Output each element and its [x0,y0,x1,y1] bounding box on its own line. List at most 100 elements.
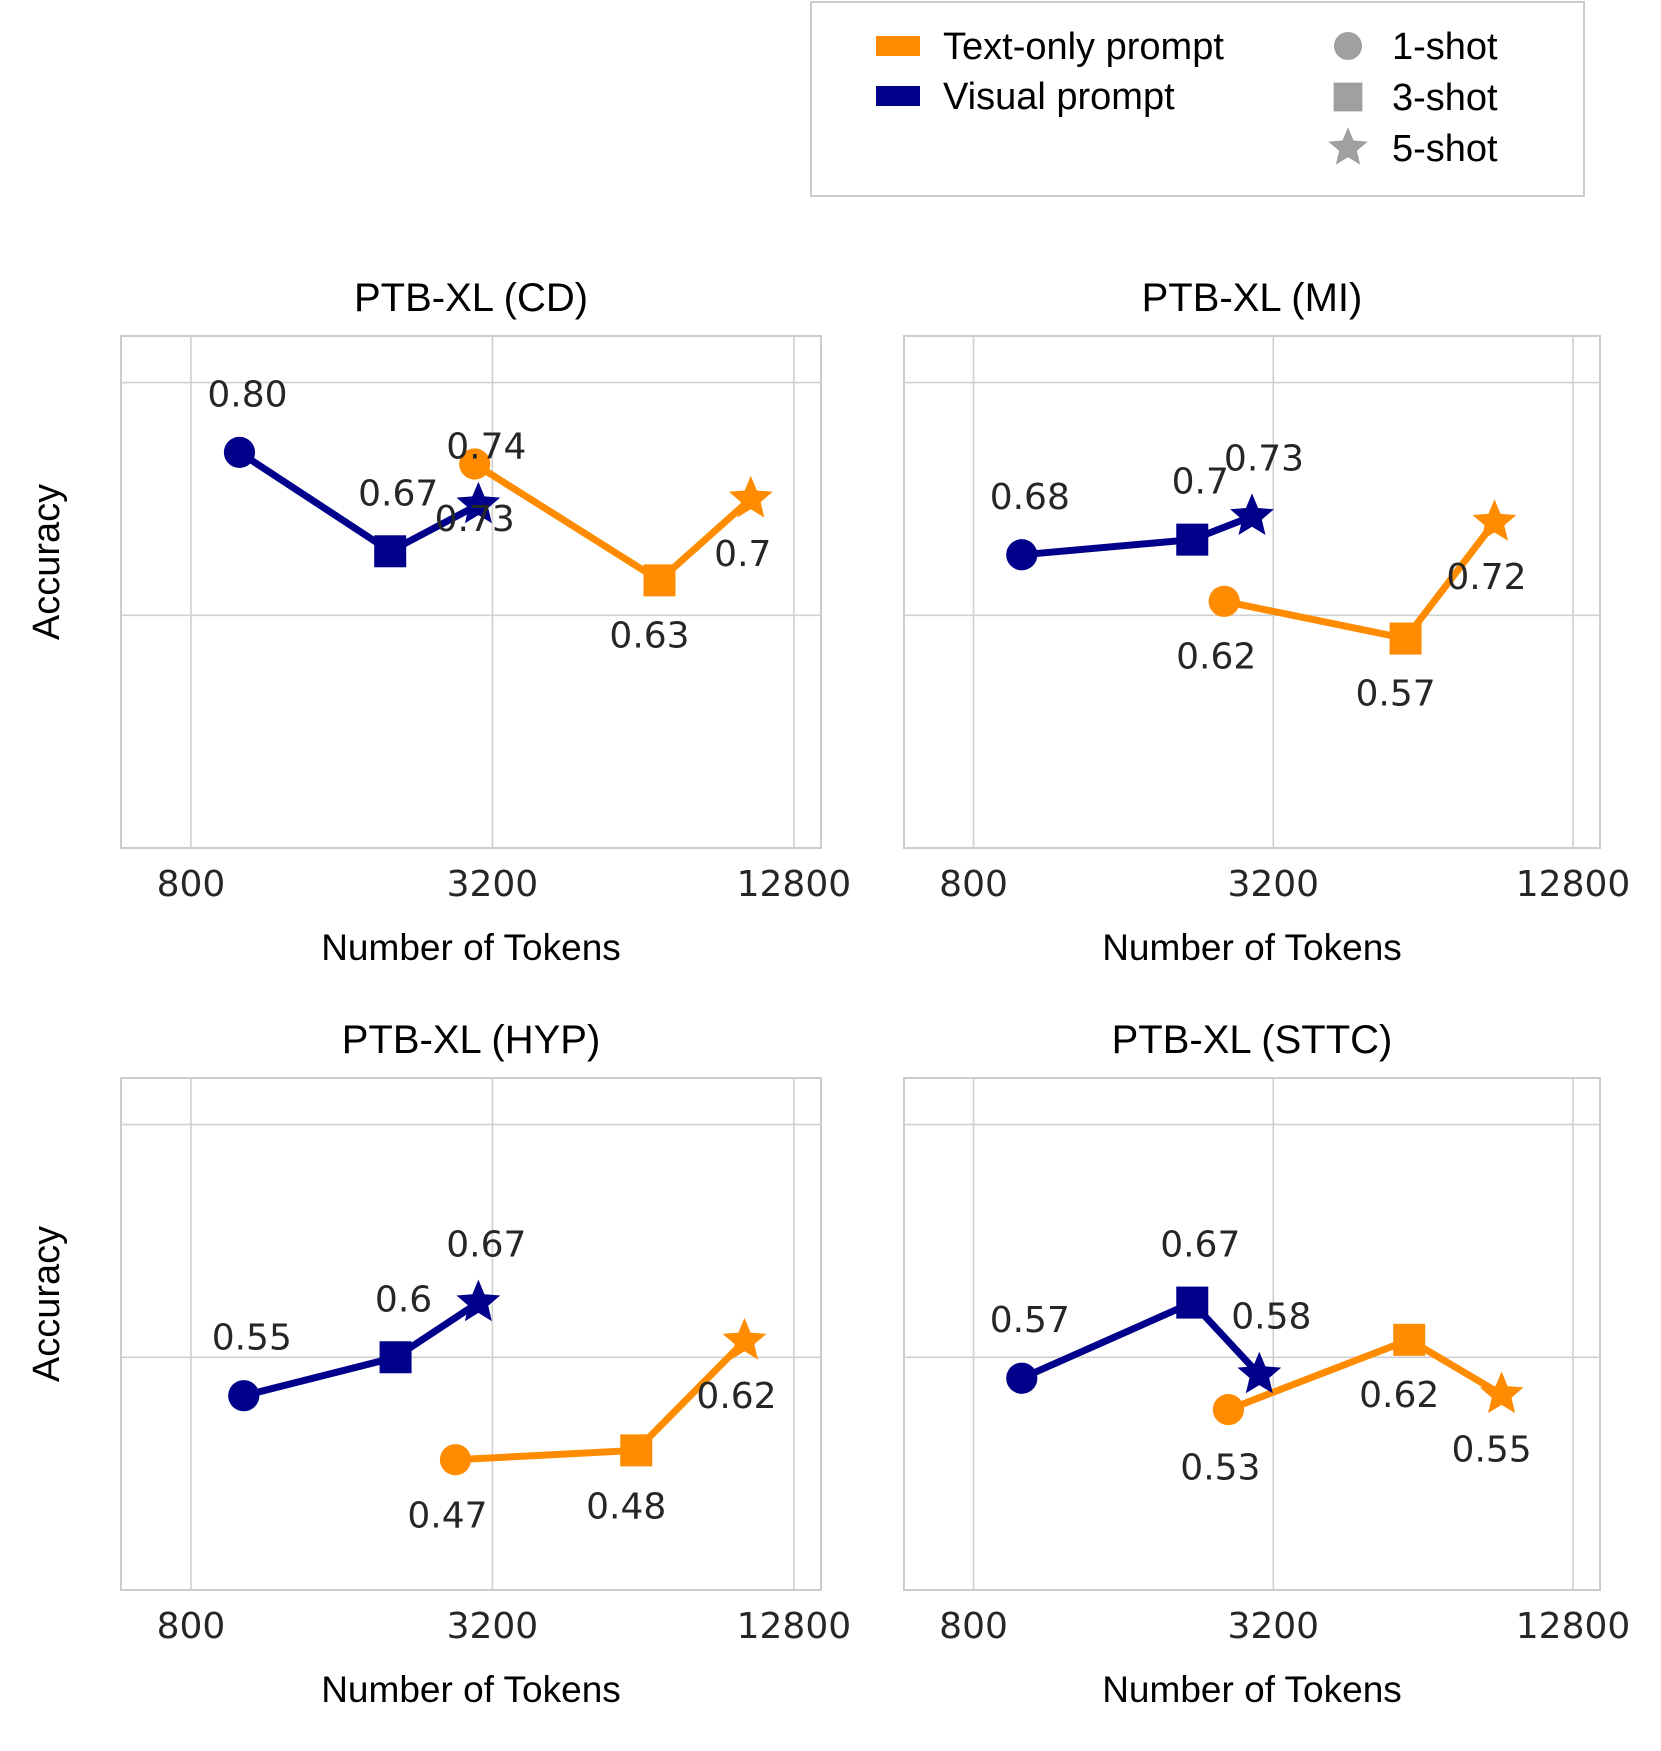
data-point-circle [1006,1362,1038,1394]
x-axis-label: Number of Tokens [321,1669,621,1710]
data-label: 0.57 [990,1300,1070,1341]
legend-label: Text-only prompt [943,26,1224,68]
series-line [1021,513,1254,559]
data-label: 0.47 [407,1496,487,1537]
data-point-circle [1208,585,1240,617]
data-point-square [643,564,676,597]
data-point-square [379,1341,412,1374]
data-point-star [456,481,501,524]
series [1212,1323,1524,1426]
data-point-square [620,1434,653,1467]
data-label: 0.67 [1160,1225,1240,1266]
data-point-star [728,475,773,518]
series [223,436,501,568]
x-tick-label: 12800 [1516,1606,1631,1647]
data-point-circle [439,1444,472,1476]
data-label: 0.62 [1359,1375,1439,1416]
data-point-square [374,535,407,568]
series [1006,1286,1282,1394]
data-label: 0.7 [714,534,771,575]
x-tick-label: 12800 [1516,864,1631,905]
data-point-star [1230,493,1274,535]
subplot-panel: 800 3200 12800 PTB-XL (STTC) Number of Token… [903,1018,1631,1710]
subplot-panel: 800 3200 12800 PTB-XL (MI) Number of Tokens 0… [903,276,1631,968]
data-point-square [1389,622,1422,655]
legend-marker-star [1328,127,1368,165]
subplot-grid: 800 3200 12800 PTB-XL (CD) Number of Tokens A… [26,276,1630,1710]
legend-box [810,1,1585,197]
x-axis-label: Number of Tokens [321,927,621,968]
data-label: 0.57 [1355,674,1435,715]
data-point-circle [1212,1394,1244,1426]
subplot-title: PTB-XL (MI) [1142,276,1363,320]
data-label: 0.73 [435,499,515,540]
data-label: 0.62 [696,1376,776,1417]
x-tick-label: 12800 [737,864,852,905]
legend: Text-only prompt Visual prompt 1-shot 3-sho… [810,1,1585,197]
data-label: 0.55 [212,1318,292,1359]
x-axis-label: Number of Tokens [1102,927,1402,968]
x-tick-label: 3200 [1227,864,1319,905]
data-label: 0.72 [1446,557,1526,598]
y-axis-label: Accuracy [26,1226,68,1382]
x-tick-label: 800 [939,864,1008,905]
data-point-square [1393,1323,1426,1356]
data-label: 0.55 [1452,1430,1532,1471]
data-label: 0.6 [375,1279,432,1320]
legend-swatch [876,86,920,106]
data-point-star [722,1318,767,1360]
data-label: 0.68 [990,477,1070,518]
subplot-title: PTB-XL (HYP) [342,1018,601,1062]
data-point-star [456,1279,501,1322]
legend-swatch [876,36,920,56]
series [1006,493,1274,571]
data-point-star [1472,499,1517,541]
data-point-square [1176,1286,1209,1319]
series [459,448,773,597]
series [1208,499,1517,655]
data-label: 0.67 [446,1225,526,1266]
x-tick-label: 800 [157,1606,226,1647]
plot-frame [903,335,1601,849]
legend-marker-circle [1333,31,1363,61]
series-line [472,461,754,584]
data-label: 0.67 [358,473,438,514]
data-label: 0.73 [1224,438,1304,479]
data-label: 0.62 [1176,636,1256,677]
data-label: 0.58 [1231,1297,1311,1338]
data-label: 0.74 [446,427,526,468]
subplot-panel: 800 3200 12800 PTB-XL (CD) Number of Tokens A… [26,276,851,968]
data-label: 0.80 [207,374,287,415]
series [439,1318,767,1476]
x-tick-label: 3200 [1227,1606,1319,1647]
data-point-circle [223,436,256,468]
data-label: 0.7 [1172,462,1229,503]
data-point-circle [459,448,491,480]
data-point-star [1479,1371,1524,1414]
x-axis-label: Number of Tokens [1102,1669,1402,1710]
x-tick-label: 800 [157,864,226,905]
x-tick-label: 3200 [447,1606,539,1647]
legend-label: 3-shot [1392,77,1498,119]
legend-label: 5-shot [1392,128,1498,170]
legend-label: 1-shot [1392,26,1498,68]
data-point-circle [228,1380,260,1412]
data-label: 0.63 [609,615,689,656]
subplot-panel: 800 3200 12800 PTB-XL (HYP) Number of Tokens… [26,1018,851,1710]
x-tick-label: 800 [939,1606,1008,1647]
data-point-square [1176,523,1209,556]
plot-frame [120,335,822,849]
legend-marker-square [1333,82,1363,112]
series [228,1279,501,1412]
legend-label: Visual prompt [943,76,1175,118]
subplot-title: PTB-XL (CD) [354,276,588,320]
x-tick-label: 3200 [447,864,539,905]
data-label: 0.53 [1180,1448,1260,1489]
x-tick-label: 12800 [737,1606,852,1647]
plot-frame [120,1077,822,1591]
data-point-circle [1006,539,1038,571]
y-axis-label: Accuracy [26,484,68,640]
subplot-title: PTB-XL (STTC) [1112,1018,1393,1062]
data-point-star [1237,1351,1282,1394]
